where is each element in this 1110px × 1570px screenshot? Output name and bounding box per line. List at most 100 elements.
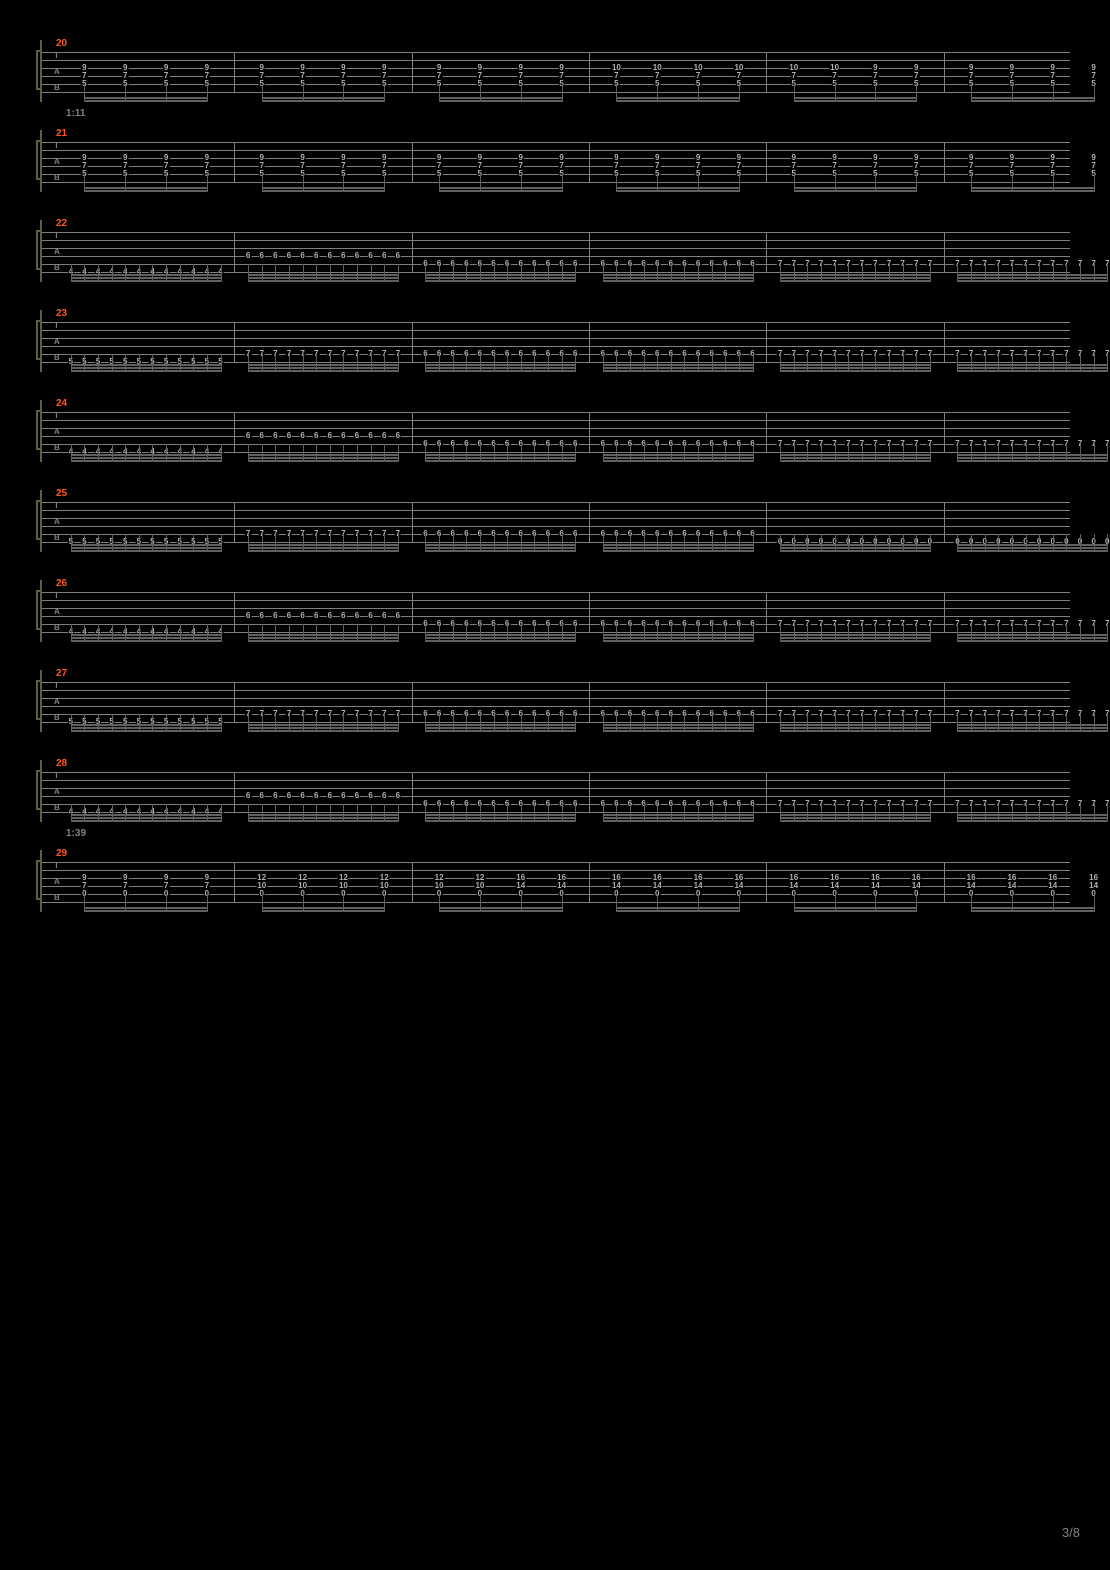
fret-number: 6 [272, 612, 278, 620]
tab-staff: TAB9759759759759759759759759759759759759… [40, 130, 1070, 192]
notes-area: 4444444444446666666666666666666666666666… [64, 580, 1070, 642]
bar-line [412, 232, 413, 272]
beam-group [971, 92, 1094, 102]
notes-area: 5555555555557777777777776666666666666666… [64, 670, 1070, 732]
beam-group [248, 542, 398, 552]
notes-area: 4444444444446666666666666666666666666666… [64, 400, 1070, 462]
beam-group [84, 92, 207, 102]
fret-number: 6 [259, 252, 265, 260]
measure: 28TAB44444444444466666666666666666666666… [30, 760, 1080, 822]
beam-group [248, 812, 398, 822]
tab-staff: TAB 9709709709701210012100121001210012100… [40, 850, 1070, 912]
beam-group [616, 902, 739, 912]
fret-number: 6 [395, 612, 401, 620]
measure: 1:1121TAB9759759759759759759759759759759… [30, 130, 1080, 192]
tab-page: 20TAB97597597597597597597597597597597597… [0, 0, 1110, 1570]
fret-number: 6 [381, 792, 387, 800]
fret-number: 6 [354, 252, 360, 260]
fret-number: 6 [313, 432, 319, 440]
fret-number: 6 [340, 432, 346, 440]
beam-group [971, 182, 1094, 192]
beam-group [780, 542, 930, 552]
fret-number: 6 [327, 792, 333, 800]
bar-line [412, 772, 413, 812]
bar-line [766, 592, 767, 632]
fret-number: 6 [259, 432, 265, 440]
tab-clef: TAB [54, 862, 60, 902]
beam-group [71, 812, 221, 822]
tab-clef: TAB [54, 592, 60, 632]
bar-line [234, 412, 235, 452]
measure: 27TAB55555555555577777777777766666666666… [30, 670, 1080, 732]
fret-number: 6 [286, 792, 292, 800]
bar-line [234, 682, 235, 722]
tab-staff: TAB4444444444446666666666666666666666666… [40, 400, 1070, 462]
bar-line [589, 232, 590, 272]
fret-number: 6 [327, 612, 333, 620]
notes-area: 9709709709701210012100121001210012100121… [64, 850, 1070, 912]
fret-number: 6 [299, 432, 305, 440]
fret-number: 6 [259, 792, 265, 800]
bar-line [412, 142, 413, 182]
bar-line [944, 142, 945, 182]
beam-group [603, 632, 753, 642]
fret-number: 6 [245, 432, 251, 440]
bar-line [234, 232, 235, 272]
beam-group [780, 722, 930, 732]
fret-number: 6 [381, 612, 387, 620]
fret-number: 6 [272, 432, 278, 440]
beam-group [603, 542, 753, 552]
beam-group [425, 272, 575, 282]
bar-line [944, 232, 945, 272]
fret-number: 6 [395, 432, 401, 440]
tab-staff: TAB5555555555557777777777776666666666666… [40, 670, 1070, 732]
fret-number: 6 [354, 792, 360, 800]
beam-group [603, 812, 753, 822]
bar-line [766, 682, 767, 722]
bar-line [412, 682, 413, 722]
bar-line [234, 502, 235, 542]
notes-area: 4444444444446666666666666666666666666666… [64, 760, 1070, 822]
fret-number: 6 [299, 612, 305, 620]
beam-group [957, 272, 1107, 282]
beam-group [603, 362, 753, 372]
beam-group [780, 812, 930, 822]
beam-group [971, 902, 1094, 912]
tab-staff: TAB9759759759759759759759759759759759751… [40, 40, 1070, 102]
bar-line [766, 142, 767, 182]
fret-number: 6 [354, 432, 360, 440]
beam-group [780, 272, 930, 282]
fret-number: 6 [259, 612, 265, 620]
beam-group [71, 722, 221, 732]
fret-number: 6 [340, 612, 346, 620]
tab-clef: TAB [54, 232, 60, 272]
beam-group [84, 902, 207, 912]
bar-line [589, 412, 590, 452]
notes-area: 4444444444446666666666666666666666666666… [64, 220, 1070, 282]
beam-group [957, 362, 1107, 372]
fret-number: 6 [354, 612, 360, 620]
bar-line [589, 142, 590, 182]
beam-group [71, 272, 221, 282]
beam-group [71, 632, 221, 642]
beam-group [71, 542, 221, 552]
beam-group [262, 182, 385, 192]
fret-number: 6 [367, 432, 373, 440]
bar-line [766, 232, 767, 272]
tab-clef: TAB [54, 502, 60, 542]
beam-group [248, 632, 398, 642]
tab-staff: TAB4444444444446666666666666666666666666… [40, 760, 1070, 822]
fret-number: 6 [313, 252, 319, 260]
fret-number: 6 [286, 612, 292, 620]
measure: 1:3929TAB9709709709701210012100121001210… [30, 850, 1080, 912]
beam-group [425, 452, 575, 462]
beam-group [248, 722, 398, 732]
bar-line [944, 412, 945, 452]
beam-group [794, 182, 917, 192]
fret-number: 6 [340, 252, 346, 260]
bar-line [412, 412, 413, 452]
bar-line [234, 142, 235, 182]
timecode: 1:39 [66, 828, 86, 839]
bar-line [589, 592, 590, 632]
bar-line [589, 52, 590, 92]
